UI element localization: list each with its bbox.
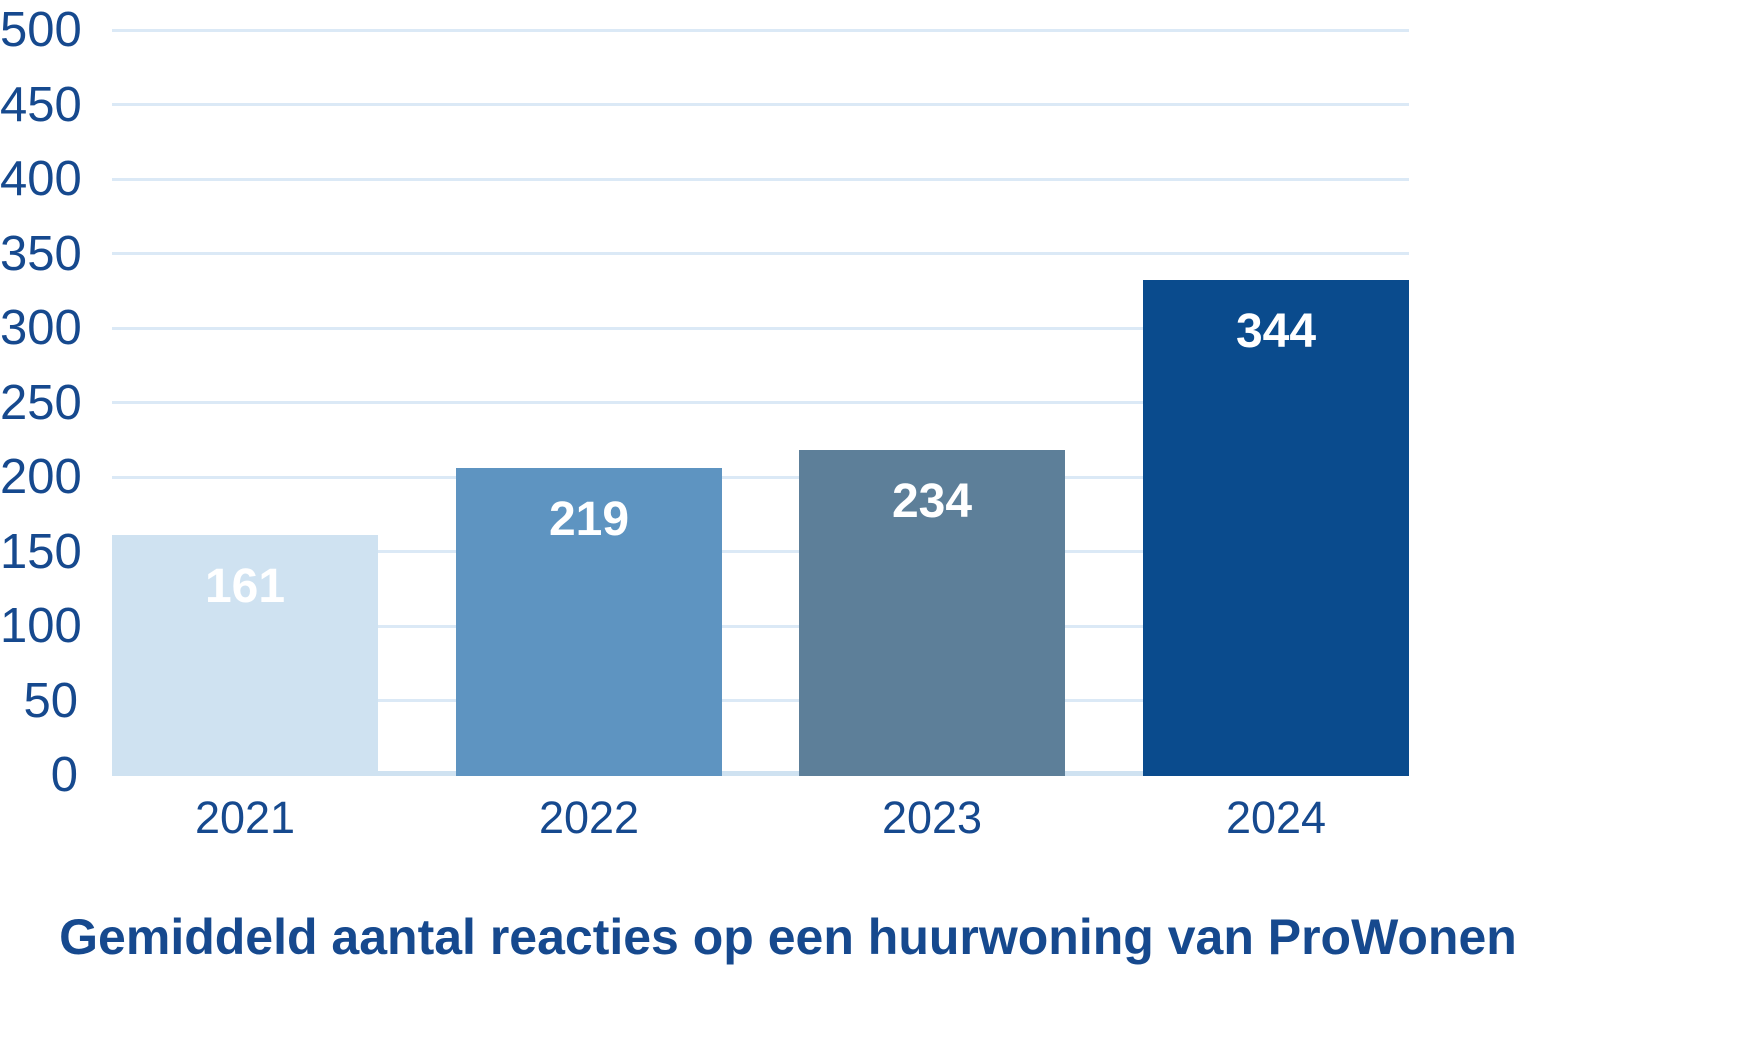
y-axis-tick-label: 350 [0,227,82,281]
x-axis-category-label: 2021 [194,792,296,843]
gridline-400 [112,178,1409,181]
y-axis-tick-label: 500 [0,3,82,57]
y-axis-tick-label: 0 [50,748,78,802]
gridline-250 [112,401,1409,404]
gridline-300 [112,327,1409,330]
bar-value-label: 344 [1235,305,1317,358]
y-axis-tick-label: 50 [23,674,78,728]
bar-2021: 161 [112,535,378,776]
bar-value-label: 161 [204,560,286,613]
gridline-50 [112,699,1409,702]
bar-value-label: 234 [891,475,973,528]
gridline-150 [112,550,1409,553]
y-axis-tick-label: 250 [0,376,82,430]
x-axis-category-label: 2022 [538,792,640,843]
gridline-450 [112,103,1409,106]
bar-value-label: 219 [548,493,630,546]
gridline-200 [112,476,1409,479]
y-axis-tick-label: 200 [0,450,82,504]
gridline-500 [112,29,1409,32]
gridline-100 [112,625,1409,628]
y-axis-tick-label: 150 [0,525,82,579]
bar-2024: 344 [1143,280,1409,776]
y-axis-tick-label: 450 [0,78,82,132]
chart-title: Gemiddeld aantal reacties op een huurwon… [59,909,1517,965]
bar-2022: 219 [456,468,722,776]
bar-2023: 234 [799,450,1065,776]
y-axis-tick-label: 100 [0,599,82,653]
x-axis-category-label: 2024 [1225,792,1327,843]
gridline-350 [112,252,1409,255]
y-axis-tick-label: 300 [0,301,82,355]
x-axis-category-label: 2023 [881,792,983,843]
y-axis-tick-label: 400 [0,152,82,206]
x-axis-baseline [112,771,1409,776]
